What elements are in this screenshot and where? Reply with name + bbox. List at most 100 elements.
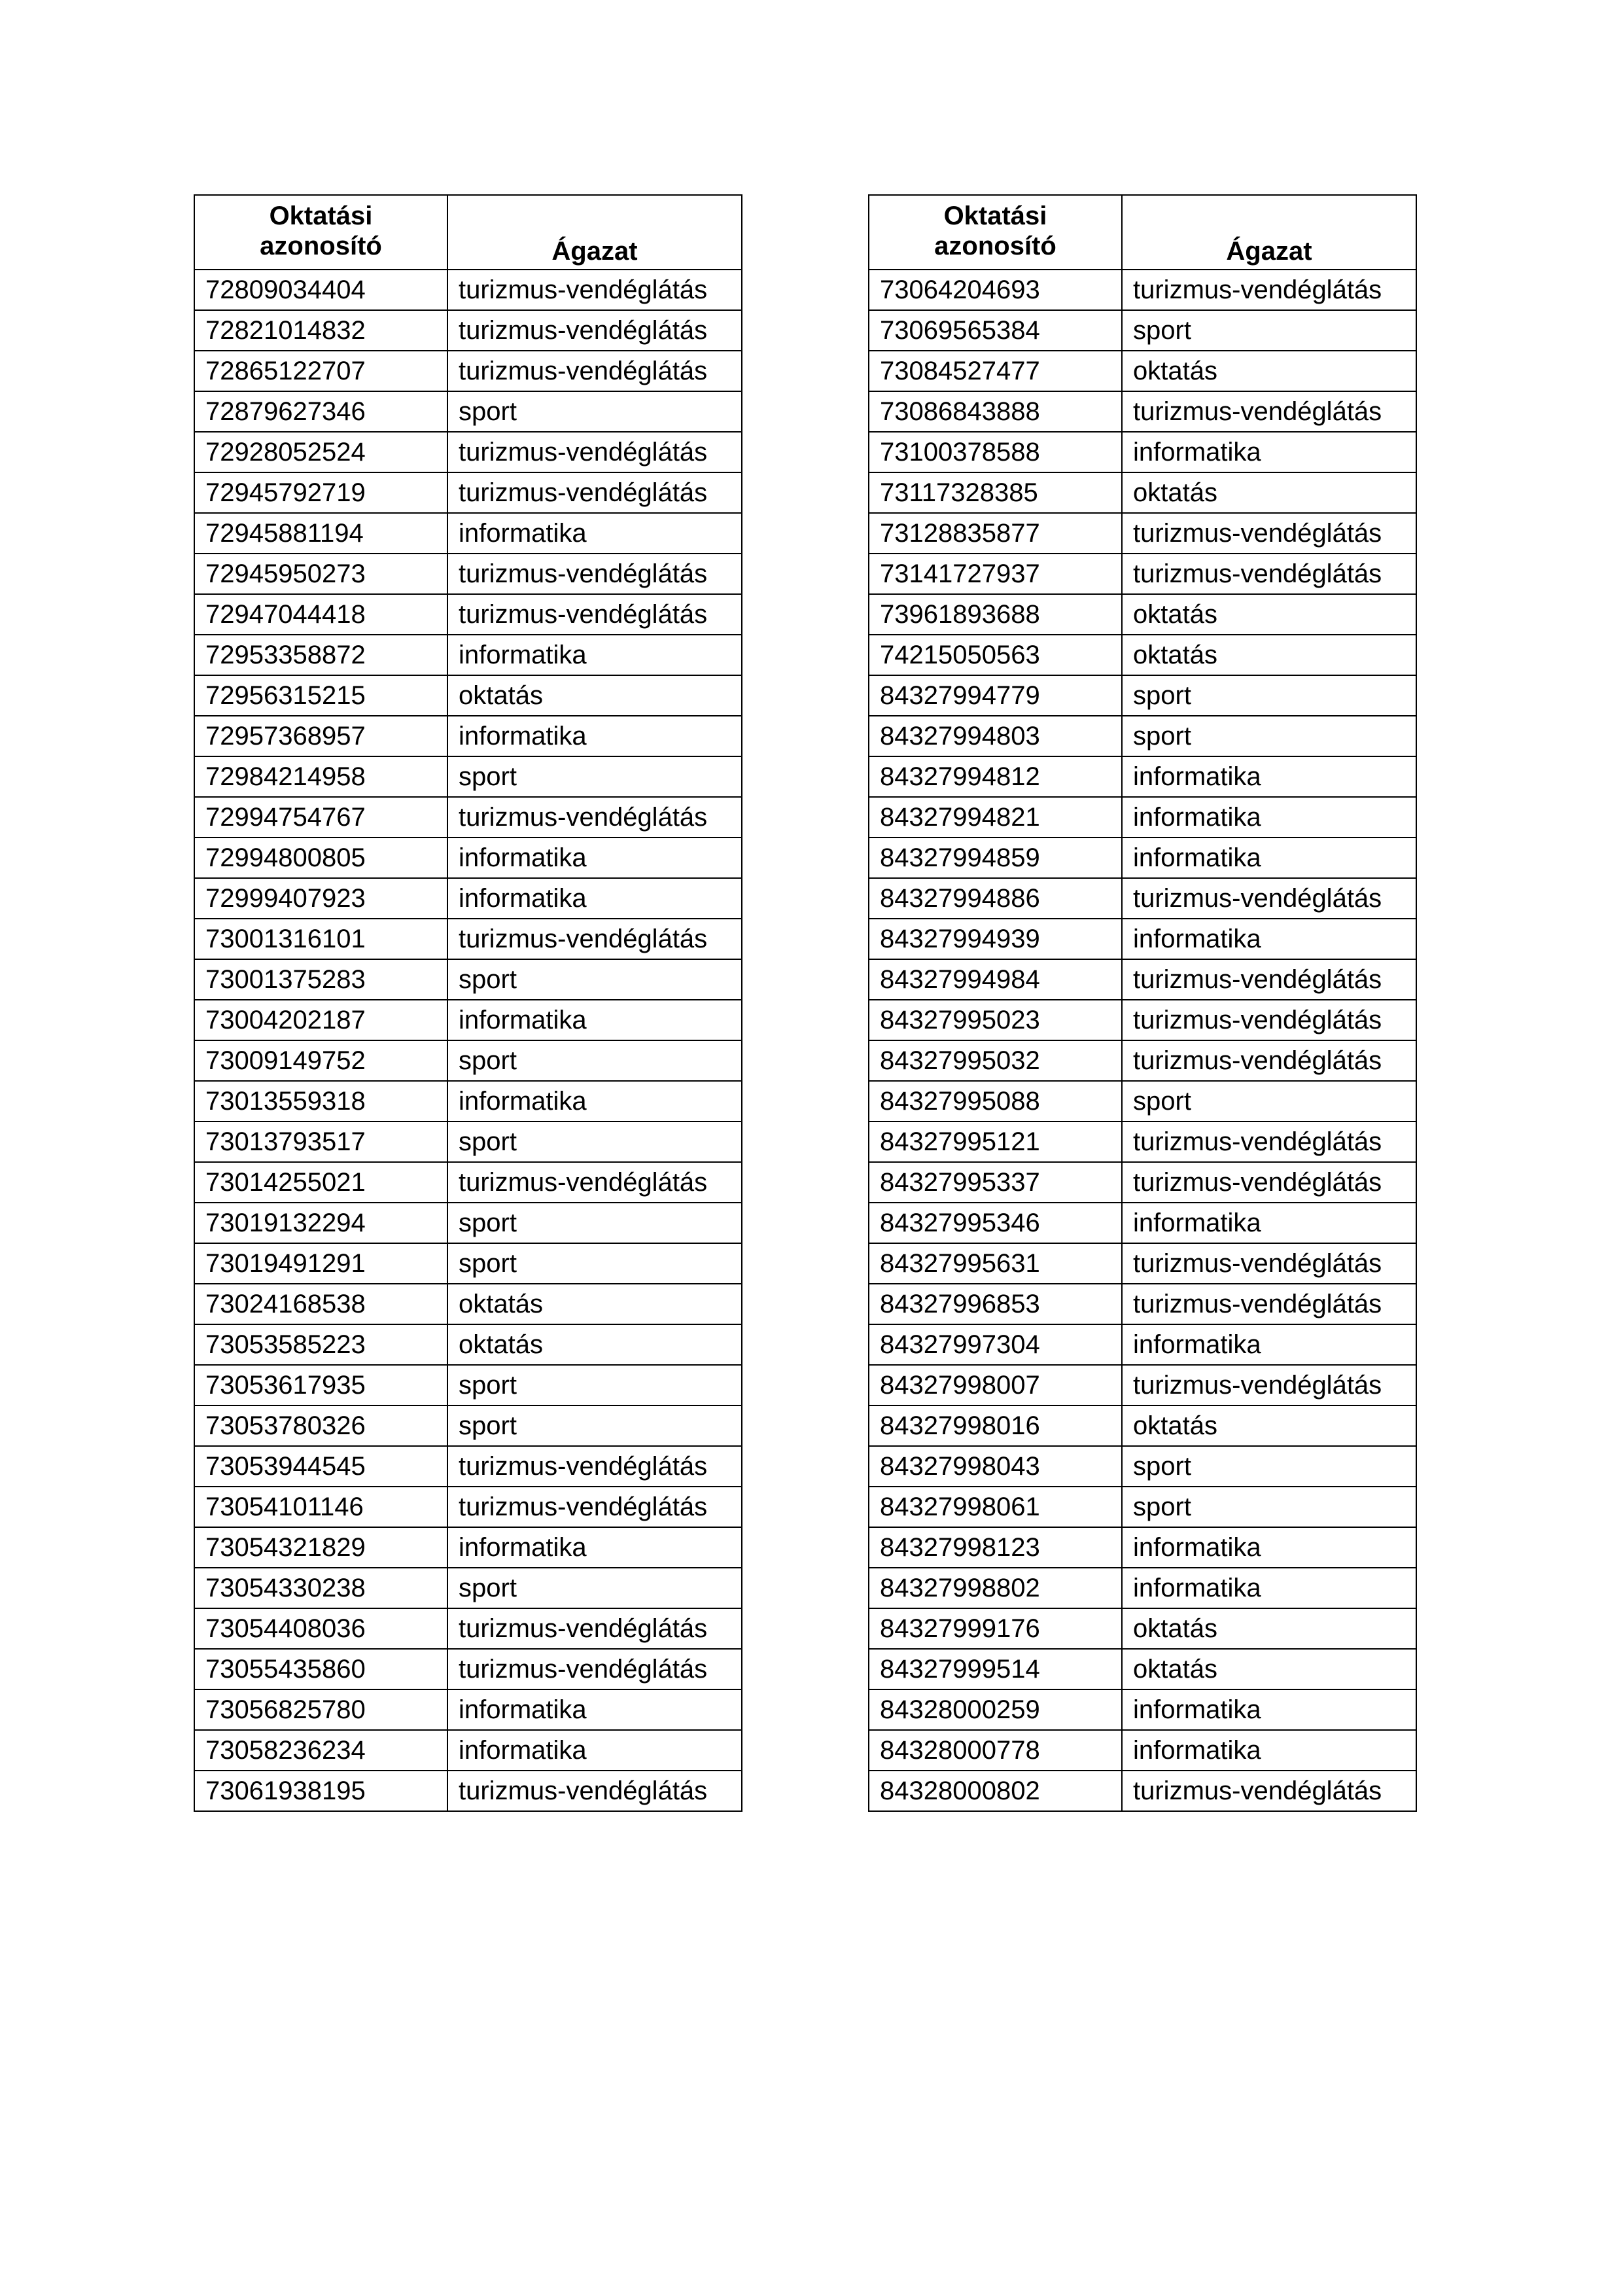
header-sector: Ágazat xyxy=(447,194,742,270)
table-row: 84327998007 turizmus-vendéglátás xyxy=(868,1364,1417,1406)
student-id-cell: 73009149752 xyxy=(194,1040,448,1082)
sector-cell: turizmus-vendéglátás xyxy=(447,431,742,473)
table-row: 84327995032 turizmus-vendéglátás xyxy=(868,1040,1417,1082)
table-row: 84328000778 informatika xyxy=(868,1729,1417,1771)
student-id-cell: 84327998043 xyxy=(868,1445,1123,1487)
table-row: 73053944545 turizmus-vendéglátás xyxy=(194,1445,742,1487)
student-id-cell: 72994800805 xyxy=(194,837,448,879)
sector-cell: oktatás xyxy=(447,1324,742,1366)
table-row: 84327994939 informatika xyxy=(868,918,1417,960)
sector-cell: turizmus-vendéglátás xyxy=(1121,1121,1417,1163)
sector-cell: informatika xyxy=(1121,1324,1417,1366)
table-row: 73004202187 informatika xyxy=(194,999,742,1041)
sector-cell: turizmus-vendéglátás xyxy=(447,1770,742,1812)
sector-cell: oktatás xyxy=(447,675,742,716)
student-id-cell: 73054101146 xyxy=(194,1486,448,1528)
student-id-cell: 84327998123 xyxy=(868,1527,1123,1568)
table-row: 84327995088 sport xyxy=(868,1080,1417,1122)
student-id-cell: 72994754767 xyxy=(194,796,448,838)
table-row: 73061938195 turizmus-vendéglátás xyxy=(194,1770,742,1812)
student-id-cell: 84327994886 xyxy=(868,877,1123,919)
sector-cell: sport xyxy=(447,1243,742,1284)
table-row: 72994754767 turizmus-vendéglátás xyxy=(194,796,742,838)
sector-cell: turizmus-vendéglátás xyxy=(1121,999,1417,1041)
student-id-cell: 73058236234 xyxy=(194,1729,448,1771)
sector-cell: informatika xyxy=(447,512,742,554)
sector-cell: informatika xyxy=(447,999,742,1041)
sector-cell: oktatás xyxy=(1121,350,1417,392)
table-row: 73054321829 informatika xyxy=(194,1527,742,1568)
header-row: Oktatási azonosító Ágazat xyxy=(194,194,742,270)
student-id-cell: 84327996853 xyxy=(868,1283,1123,1325)
table-row: 73084527477 oktatás xyxy=(868,350,1417,392)
student-id-cell: 72809034404 xyxy=(194,269,448,311)
student-id-cell: 84327995032 xyxy=(868,1040,1123,1082)
student-id-cell: 72957368957 xyxy=(194,715,448,757)
table-row: 84327998802 informatika xyxy=(868,1567,1417,1609)
student-id-cell: 84327994939 xyxy=(868,918,1123,960)
sector-cell: sport xyxy=(447,1567,742,1609)
student-id-cell: 73141727937 xyxy=(868,553,1123,595)
student-id-cell: 84327994984 xyxy=(868,959,1123,1000)
table-row: 84328000259 informatika xyxy=(868,1689,1417,1731)
table-row: 84327998061 sport xyxy=(868,1486,1417,1528)
header-id: Oktatási azonosító xyxy=(194,194,448,270)
student-id-cell: 73053617935 xyxy=(194,1364,448,1406)
table-row: 72809034404 turizmus-vendéglátás xyxy=(194,269,742,311)
table-row: 84327995346 informatika xyxy=(868,1202,1417,1244)
student-id-cell: 84327998802 xyxy=(868,1567,1123,1609)
table-row: 73054101146 turizmus-vendéglátás xyxy=(194,1486,742,1528)
student-id-cell: 73128835877 xyxy=(868,512,1123,554)
table-row: 84327994859 informatika xyxy=(868,837,1417,879)
table-row: 84328000802 turizmus-vendéglátás xyxy=(868,1770,1417,1812)
sector-cell: turizmus-vendéglátás xyxy=(447,593,742,635)
sector-cell: oktatás xyxy=(1121,1405,1417,1447)
header-id-line2: azonosító xyxy=(934,232,1056,260)
table-row: 73054330238 sport xyxy=(194,1567,742,1609)
student-id-cell: 84327995121 xyxy=(868,1121,1123,1163)
sector-cell: sport xyxy=(1121,1080,1417,1122)
table-row: 73001316101 turizmus-vendéglátás xyxy=(194,918,742,960)
table-row: 84327995023 turizmus-vendéglátás xyxy=(868,999,1417,1041)
table-row: 73055435860 turizmus-vendéglátás xyxy=(194,1648,742,1690)
student-id-cell: 72945881194 xyxy=(194,512,448,554)
table-row: 73117328385 oktatás xyxy=(868,472,1417,514)
student-id-cell: 73019491291 xyxy=(194,1243,448,1284)
table-row: 72945792719 turizmus-vendéglátás xyxy=(194,472,742,514)
table-row: 73054408036 turizmus-vendéglátás xyxy=(194,1608,742,1650)
student-id-cell: 84327998061 xyxy=(868,1486,1123,1528)
table-row: 73141727937 turizmus-vendéglátás xyxy=(868,553,1417,595)
student-id-cell: 73084527477 xyxy=(868,350,1123,392)
sector-cell: oktatás xyxy=(1121,472,1417,514)
sector-cell: informatika xyxy=(1121,918,1417,960)
sector-cell: oktatás xyxy=(1121,1648,1417,1690)
student-id-cell: 72821014832 xyxy=(194,309,448,351)
table-row: 73058236234 informatika xyxy=(194,1729,742,1771)
student-id-cell: 84327994803 xyxy=(868,715,1123,757)
table-row: 73053585223 oktatás xyxy=(194,1324,742,1366)
sector-cell: turizmus-vendéglátás xyxy=(1121,1364,1417,1406)
student-id-cell: 72947044418 xyxy=(194,593,448,635)
sector-cell: informatika xyxy=(447,1689,742,1731)
sector-cell: turizmus-vendéglátás xyxy=(1121,1283,1417,1325)
student-id-cell: 84327995346 xyxy=(868,1202,1123,1244)
table-row: 84327994984 turizmus-vendéglátás xyxy=(868,959,1417,1000)
student-id-cell: 73055435860 xyxy=(194,1648,448,1690)
table-row: 84327999176 oktatás xyxy=(868,1608,1417,1650)
table-row: 84327995337 turizmus-vendéglátás xyxy=(868,1161,1417,1203)
sector-cell: oktatás xyxy=(1121,1608,1417,1650)
student-id-cell: 73019132294 xyxy=(194,1202,448,1244)
student-id-cell: 84327999514 xyxy=(868,1648,1123,1690)
sector-cell: sport xyxy=(1121,1486,1417,1528)
sector-cell: turizmus-vendéglátás xyxy=(447,1608,742,1650)
sector-cell: turizmus-vendéglátás xyxy=(1121,1770,1417,1812)
sector-cell: sport xyxy=(447,1202,742,1244)
table-row: 72945950273 turizmus-vendéglátás xyxy=(194,553,742,595)
header-row: Oktatási azonosító Ágazat xyxy=(868,194,1417,270)
table-row: 73019491291 sport xyxy=(194,1243,742,1284)
student-id-cell: 73001375283 xyxy=(194,959,448,1000)
student-id-cell: 84328000259 xyxy=(868,1689,1123,1731)
table-row: 73064204693 turizmus-vendéglátás xyxy=(868,269,1417,311)
table-row: 72947044418 turizmus-vendéglátás xyxy=(194,593,742,635)
sector-cell: informatika xyxy=(447,715,742,757)
